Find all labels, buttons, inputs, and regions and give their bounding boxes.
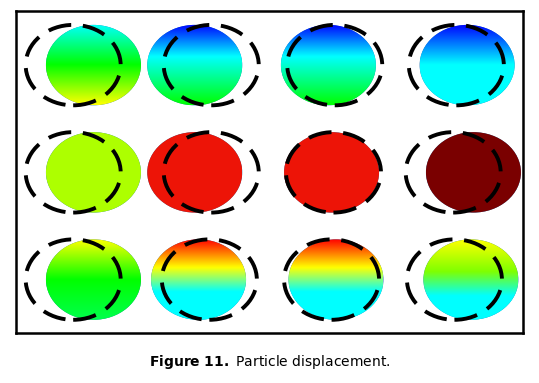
- Circle shape: [284, 132, 379, 213]
- Text: $\mathbf{Figure\ 11.}$$\rm{\ Particle\ displacement.}$: $\mathbf{Figure\ 11.}$$\rm{\ Particle\ d…: [149, 353, 390, 371]
- Circle shape: [424, 239, 519, 320]
- Circle shape: [46, 25, 141, 105]
- Circle shape: [46, 239, 141, 320]
- Circle shape: [426, 132, 521, 213]
- Circle shape: [151, 239, 246, 320]
- Circle shape: [281, 25, 376, 105]
- Circle shape: [147, 132, 242, 213]
- Circle shape: [147, 25, 242, 105]
- Circle shape: [46, 132, 141, 213]
- Circle shape: [419, 25, 515, 105]
- Circle shape: [288, 239, 384, 320]
